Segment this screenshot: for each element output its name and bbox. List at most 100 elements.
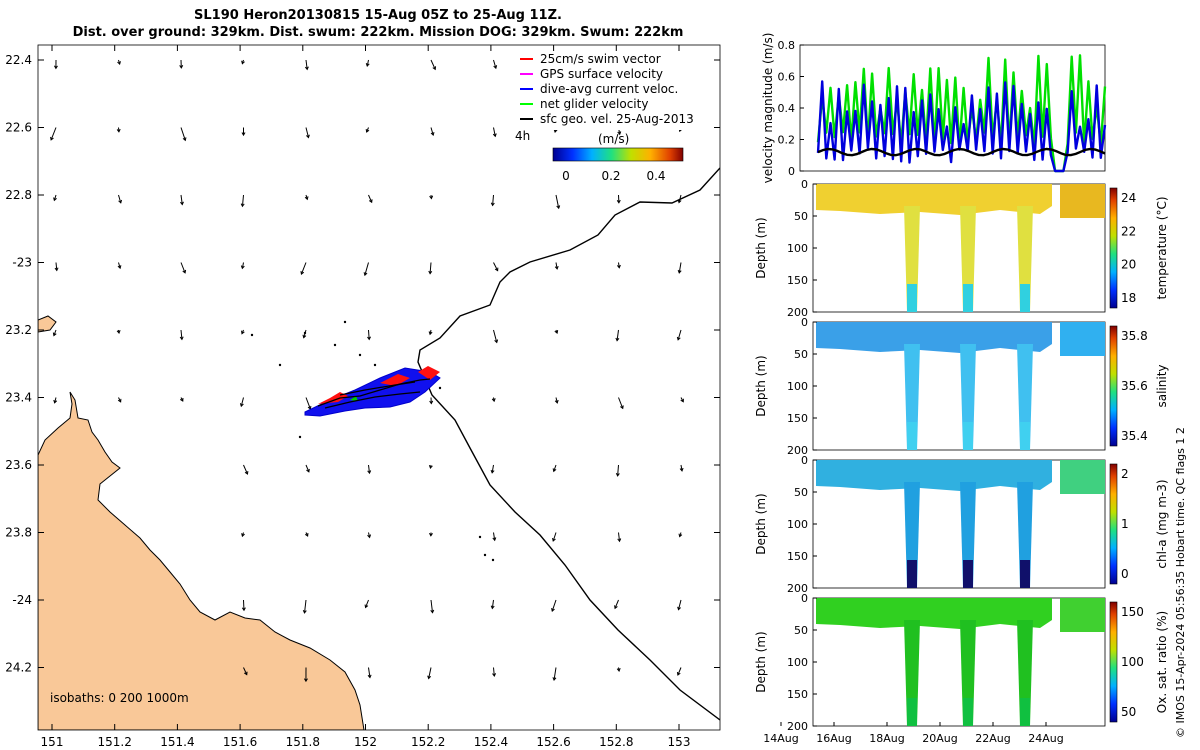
profile-variable-label: temperature (°C) (1155, 197, 1169, 300)
colorbar-tick-label: 22 (1121, 224, 1136, 238)
depth-tick-label: 50 (794, 348, 808, 361)
island-west (38, 315, 57, 333)
isobaths-label: isobaths: 0 200 1000m (50, 691, 189, 705)
lat-tick-label: -23 (12, 256, 32, 270)
depth-tick-label: 200 (787, 306, 808, 319)
profile-upper-layer (816, 184, 1052, 215)
lat-tick-label: 22.4 (5, 53, 32, 67)
colorbar-title: (m/s) (598, 132, 629, 146)
profile-colorbar (1109, 187, 1118, 309)
depth-tick-label: 100 (787, 380, 808, 393)
plot-title-line2: Dist. over ground: 329km. Dist. swum: 22… (72, 25, 684, 40)
colorbar-tick-label: 0 (1121, 567, 1129, 581)
depth-tick-label: 100 (787, 518, 808, 531)
lon-tick-label: 151.2 (98, 735, 132, 749)
depth-tick-label: 200 (787, 444, 808, 457)
date-tick-label: 22Aug (975, 732, 1010, 745)
colorbar-tick-label: 0 (562, 169, 570, 183)
speed-colorbar (552, 147, 684, 162)
profile-dive-bottom (1020, 284, 1030, 312)
velocity-panel[interactable]: 0 0.2 0.4 0.6 0.8 velocity magnitude (m/s) (761, 33, 1107, 184)
colorbar-tick-label: 24 (1121, 191, 1136, 205)
glider-track (304, 366, 441, 417)
profile-dive-bottom (907, 560, 917, 588)
date-tick-label: 16Aug (816, 732, 851, 745)
dive-avg-current-line (816, 80, 1107, 173)
profile-colorbar (1109, 601, 1118, 723)
colorbar-tick-label: 100 (1121, 655, 1144, 669)
profile-dive-bottom (963, 284, 973, 312)
lon-tick-label: 152.4 (474, 735, 508, 749)
colorbar-tick-label: 35.4 (1121, 429, 1148, 443)
profile-dive-bottom (907, 698, 917, 726)
profile-late-segment (1060, 460, 1105, 494)
profile-variable-label: Ox. sat. ratio (%) (1155, 611, 1169, 713)
depth-tick-label: 50 (794, 486, 808, 499)
profile-dive-bottom (963, 560, 973, 588)
profile-dive-bottom (907, 284, 917, 312)
lat-tick-label: 23.8 (5, 526, 32, 540)
profile-colorbar (1109, 463, 1118, 585)
depth-tick-label: 150 (787, 274, 808, 287)
velocity-tick-label: 0.8 (778, 39, 796, 52)
shelf-edge (417, 167, 720, 721)
legend-item-label: 25cm/s swim vector (540, 52, 661, 66)
colorbar-tick-label: 20 (1121, 258, 1136, 272)
sfc-geo-velocity-line (817, 147, 1106, 157)
profile-dive-bottom (963, 698, 973, 726)
depth-axis-label: Depth (m) (754, 631, 768, 692)
profile-panel: 0 50 100 150 200 Depth (m) 0 1 2 chl-a (mg m-3) (754, 454, 1169, 595)
velocity-yaxis: 0 0.2 0.4 0.6 0.8 (778, 39, 804, 178)
depth-tick-label: 100 (787, 656, 808, 669)
lon-tick-label: 151 (41, 735, 64, 749)
colorbar-tick-label: 35.6 (1121, 379, 1148, 393)
profile-panel: 0 50 100 150 200 Depth (m) 35.4 35.6 35.8 salinit… (754, 316, 1169, 457)
colorbar-tick-label: 150 (1121, 605, 1144, 619)
date-tick-label: 20Aug (922, 732, 957, 745)
depth-tick-label: 100 (787, 242, 808, 255)
plot-title-line1: SL190 Heron20130815 15-Aug 05Z to 25-Aug… (194, 8, 562, 23)
profile-variable-label: salinity (1155, 364, 1169, 407)
colorbar-tick-label: 0.2 (601, 169, 620, 183)
depth-tick-label: 150 (787, 412, 808, 425)
lat-tick-label: -24 (12, 593, 32, 607)
depth-tick-label: 0 (801, 316, 808, 329)
lon-tick-label: 151.6 (223, 735, 257, 749)
velocity-ylabel: velocity magnitude (m/s) (761, 33, 775, 184)
map-panel[interactable]: 151 151.2 151.4 151.6 151.8 152 152.2 152.4 152.… (5, 44, 721, 749)
lon-tick-label: 151.4 (160, 735, 194, 749)
depth-axis-label: Depth (m) (754, 493, 768, 554)
colorbar-tick-label: 1 (1121, 517, 1129, 531)
profile-upper-layer (816, 322, 1052, 353)
date-axis: 14Aug 16Aug 18Aug 20Aug 22Aug 24Aug (763, 722, 1064, 745)
depth-axis-label: Depth (m) (754, 217, 768, 278)
lat-tick-label: 23.6 (5, 458, 32, 472)
lon-tick-label: 152.2 (411, 735, 445, 749)
depth-tick-label: 50 (794, 210, 808, 223)
latitude-axis: 22.4 22.6 22.8 -23 23.2 23.4 23.6 23.8 -24 24.2 (5, 53, 720, 675)
colorbar-tick-label: 2 (1121, 467, 1129, 481)
depth-tick-label: 0 (801, 178, 808, 191)
profile-late-segment (1060, 184, 1105, 218)
lon-tick-label: 152 (354, 735, 377, 749)
velocity-tick-label: 0.2 (778, 134, 796, 147)
profile-dive-bottom (907, 422, 917, 450)
lon-tick-label: 152.8 (599, 735, 633, 749)
legend-item-label: sfc geo. vel. 25-Aug-2013 (540, 112, 694, 126)
lon-tick-label: 152.6 (536, 735, 570, 749)
legend-item-label: GPS surface velocity (540, 67, 663, 81)
scale-label: 4h (515, 129, 530, 143)
depth-tick-label: 200 (787, 582, 808, 595)
depth-tick-label: 0 (801, 454, 808, 467)
depth-tick-label: 50 (794, 624, 808, 637)
profile-variable-label: chl-a (mg m-3) (1155, 479, 1169, 568)
depth-tick-label: 150 (787, 550, 808, 563)
profile-dive-bottom (1020, 422, 1030, 450)
lat-tick-label: 22.8 (5, 188, 32, 202)
profile-panel: 0 50 100 150 200 Depth (m) 50 100 150 Ox. sat. ra… (754, 592, 1169, 733)
lon-tick-label: 153 (668, 735, 691, 749)
profile-panel: 0 50 100 150 200 Depth (m) 18 20 22 24 temperature… (754, 178, 1169, 319)
